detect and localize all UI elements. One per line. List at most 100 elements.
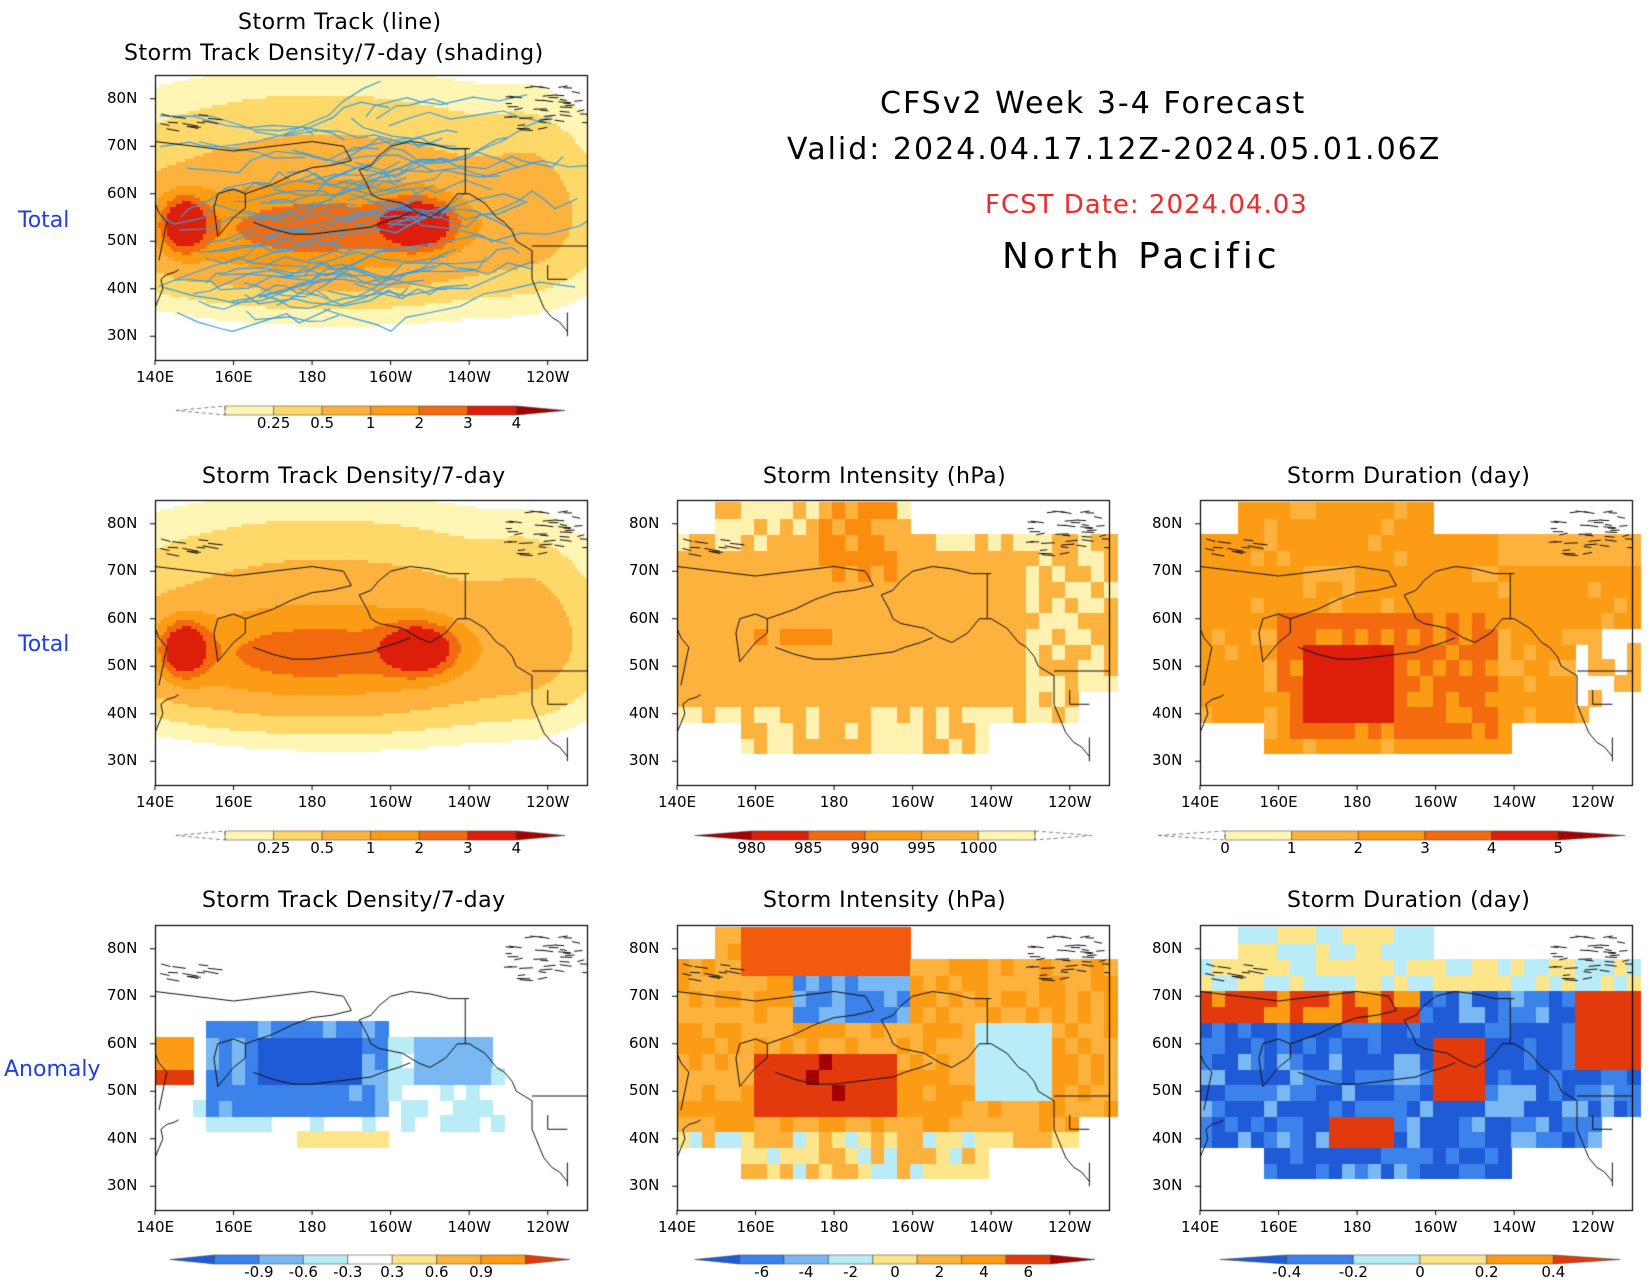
- lat-tick-label: 60N: [629, 608, 660, 627]
- lat-tick-label: 30N: [1152, 751, 1183, 770]
- lon-tick-label: 180: [819, 793, 849, 811]
- lat-tick-label: 60N: [1152, 608, 1183, 627]
- lat-tick-label: 60N: [107, 1033, 138, 1052]
- colorbar-tick-label: -0.3: [333, 1263, 363, 1281]
- colorbar-tick-label: 1: [365, 839, 376, 857]
- colorbar-tick-label: 2: [1353, 839, 1364, 857]
- colorbar-tick-label: 0.4: [1541, 1263, 1566, 1281]
- lon-tick-label: 120W: [525, 368, 570, 386]
- lat-tick-label: 60N: [629, 1033, 660, 1052]
- colorbar-tick-label: 0: [1220, 839, 1230, 857]
- lon-tick-label: 120W: [1047, 793, 1092, 811]
- colorbar-tick-label: 990: [850, 839, 880, 857]
- colorbar-tick-label: 0.25: [256, 414, 291, 432]
- lon-tick-label: 180: [1342, 793, 1372, 811]
- lat-tick-label: 40N: [629, 1128, 660, 1147]
- panel-title-density: Storm Track Density/7-day: [202, 464, 506, 489]
- lon-tick-label: 160E: [214, 368, 253, 386]
- lat-tick-label: 30N: [107, 326, 138, 345]
- colorbar-tick-label: 985: [794, 839, 823, 857]
- colorbar-tick-label: 3: [463, 839, 473, 857]
- lat-tick-label: 40N: [1152, 1128, 1183, 1147]
- lat-tick-label: 70N: [629, 561, 660, 580]
- colorbar-tick-label: 0.25: [256, 839, 291, 857]
- lon-tick-label: 140E: [1180, 1218, 1220, 1236]
- colorbar-tick-label: 0: [890, 1263, 900, 1281]
- colorbar-tick-label: -0.2: [1338, 1263, 1368, 1281]
- lon-tick-label: 180: [297, 793, 327, 811]
- header-valid: Valid: 2024.04.17.12Z-2024.05.01.06Z: [787, 132, 1442, 167]
- colorbar-tick-label: 0.9: [469, 1263, 494, 1281]
- lat-tick-label: 50N: [629, 1081, 660, 1100]
- header-title: CFSv2 Week 3-4 Forecast: [880, 86, 1307, 121]
- lon-tick-label: 160E: [736, 1218, 775, 1236]
- colorbar-tick-label: 995: [907, 839, 936, 857]
- lon-tick-label: 160E: [736, 793, 775, 811]
- lon-tick-label: 120W: [525, 793, 570, 811]
- header-region: North Pacific: [1002, 236, 1281, 277]
- colorbar-tick-label: 4: [979, 1263, 989, 1281]
- lon-tick-label: 140E: [135, 793, 175, 811]
- colorbar-tick-label: 0.3: [380, 1263, 405, 1281]
- lat-tick-label: 60N: [1152, 1033, 1183, 1052]
- lat-tick-label: 30N: [107, 1176, 138, 1195]
- panel-title-intensity-anom: Storm Intensity (hPa): [763, 888, 1007, 913]
- lat-tick-label: 80N: [1152, 513, 1183, 532]
- lon-tick-label: 140W: [969, 793, 1013, 811]
- lon-tick-label: 160W: [890, 1218, 935, 1236]
- colorbar-tick-label: 1: [365, 414, 376, 432]
- lon-tick-label: 180: [819, 1218, 849, 1236]
- lat-tick-label: 70N: [107, 986, 138, 1005]
- colorbar-tick-label: 1: [1286, 839, 1297, 857]
- colorbar-tick-label: 3: [463, 414, 473, 432]
- lat-tick-label: 30N: [1152, 1176, 1183, 1195]
- lat-tick-label: 80N: [629, 938, 660, 957]
- colorbar-tick-label: 0.5: [310, 414, 335, 432]
- lon-tick-label: 140E: [135, 368, 175, 386]
- lat-tick-label: 50N: [107, 656, 138, 675]
- colorbar-tick-label: 4: [1486, 839, 1497, 857]
- panel-title-intensity: Storm Intensity (hPa): [763, 464, 1007, 489]
- lon-tick-label: 140E: [657, 1218, 697, 1236]
- lon-tick-label: 160W: [368, 793, 413, 811]
- lon-tick-label: 140W: [447, 793, 491, 811]
- colorbar-tick-label: 6: [1023, 1263, 1034, 1281]
- lat-tick-label: 30N: [629, 1176, 660, 1195]
- lat-tick-label: 70N: [107, 136, 138, 155]
- row-label-bottom: Anomaly: [4, 1057, 101, 1082]
- lat-tick-label: 40N: [107, 703, 138, 722]
- colorbar-tick-label: -0.9: [244, 1263, 274, 1281]
- lon-tick-label: 160W: [890, 793, 935, 811]
- panel-title-density-anom: Storm Track Density/7-day: [202, 888, 506, 913]
- lon-tick-label: 160W: [368, 1218, 413, 1236]
- lat-tick-label: 80N: [107, 513, 138, 532]
- lat-tick-label: 80N: [629, 513, 660, 532]
- colorbar-tick-label: 3: [1420, 839, 1430, 857]
- panel-title-duration-anom: Storm Duration (day): [1287, 888, 1531, 913]
- lat-tick-label: 40N: [629, 703, 660, 722]
- colorbar-tick-label: 0.5: [310, 839, 335, 857]
- colorbar-tick-label: 0.6: [424, 1263, 449, 1281]
- lat-tick-label: 50N: [1152, 1081, 1183, 1100]
- lon-tick-label: 140W: [447, 368, 491, 386]
- lon-tick-label: 120W: [1570, 1218, 1615, 1236]
- lat-tick-label: 70N: [107, 561, 138, 580]
- lon-tick-label: 180: [297, 1218, 327, 1236]
- colorbar-tick-label: 2: [934, 1263, 945, 1281]
- panel-title-track-1: Storm Track (line): [238, 10, 442, 35]
- lon-tick-label: 160W: [1413, 1218, 1458, 1236]
- lon-tick-label: 140W: [447, 1218, 491, 1236]
- lon-tick-label: 180: [1342, 1218, 1372, 1236]
- lon-tick-label: 160W: [368, 368, 413, 386]
- lon-tick-label: 180: [297, 368, 327, 386]
- lat-tick-label: 40N: [107, 278, 138, 297]
- lon-tick-label: 160E: [214, 793, 253, 811]
- lat-tick-label: 30N: [629, 751, 660, 770]
- lat-tick-label: 30N: [107, 751, 138, 770]
- colorbar-tick-label: 980: [737, 839, 766, 857]
- row-label-mid: Total: [18, 632, 70, 657]
- lat-tick-label: 80N: [107, 938, 138, 957]
- lon-tick-label: 160E: [214, 1218, 253, 1236]
- lon-tick-label: 160E: [1259, 1218, 1298, 1236]
- colorbar-tick-label: -0.4: [1272, 1263, 1302, 1281]
